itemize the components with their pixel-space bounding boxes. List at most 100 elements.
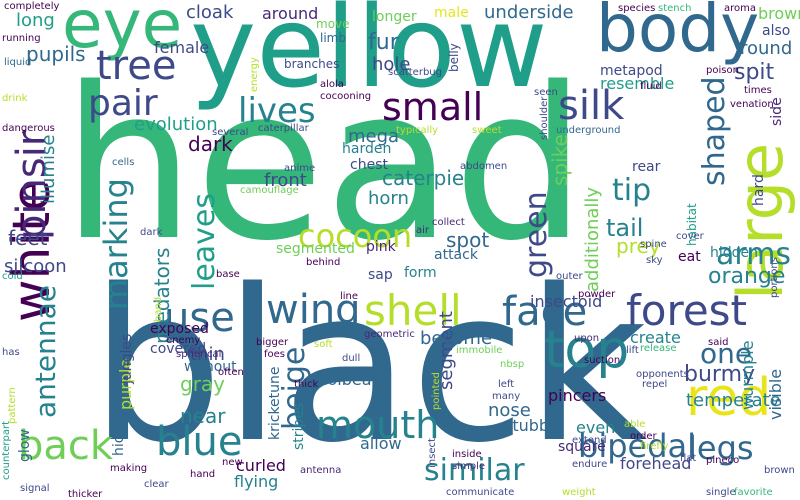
cloud-word: male: [434, 5, 469, 21]
cloud-word: pointed: [431, 371, 442, 410]
cloud-word: round: [740, 38, 793, 59]
cloud-word: making: [110, 463, 148, 474]
cloud-word: wing: [266, 287, 361, 333]
cloud-word: create: [630, 328, 681, 347]
cloud-word: aroma: [724, 3, 757, 14]
cloud-word: inside: [452, 449, 482, 460]
cloud-word: stench: [658, 3, 692, 14]
cloud-word: shoulder: [539, 96, 550, 140]
cloud-word: flat: [680, 453, 697, 464]
cloud-word: cocooning: [320, 91, 372, 102]
cloud-word: use: [164, 295, 235, 341]
cloud-word: body: [596, 0, 760, 67]
cloud-word: around: [262, 4, 319, 23]
cloud-word: silk: [558, 83, 625, 129]
cloud-word: enemy: [166, 335, 201, 346]
cloud-word: antenna: [300, 465, 342, 476]
cloud-word: exposed: [150, 321, 209, 337]
cloud-word: orange: [708, 264, 786, 289]
cloud-word: legs: [688, 429, 754, 467]
cloud-word: form: [404, 265, 437, 281]
cloud-word: illumise: [38, 134, 59, 204]
cloud-word: hard: [751, 174, 767, 206]
cloud-word: longer: [372, 9, 417, 25]
cloud-word: pattern: [7, 387, 18, 424]
cloud-word: upon: [574, 333, 600, 344]
cloud-word: completely: [4, 1, 60, 12]
cloud-word: resemble: [600, 74, 675, 93]
cloud-word: horn: [368, 188, 409, 209]
cloud-word: running: [2, 33, 41, 44]
cloud-word: cover: [676, 231, 704, 242]
cloud-word: additionally: [582, 186, 603, 292]
cloud-word: base: [216, 269, 240, 280]
cloud-word: move: [316, 17, 350, 31]
cloud-word: green: [519, 191, 554, 278]
cloud-word: chest: [350, 157, 388, 173]
cloud-word: insect: [427, 438, 438, 468]
cloud-word: brown: [764, 465, 795, 476]
cloud-word: forest: [626, 286, 748, 335]
cloud-word: alola: [320, 79, 344, 90]
cloud-word: scatterbug: [388, 67, 442, 78]
cloud-word: counterpart: [1, 421, 12, 480]
cloud-word: face: [502, 289, 588, 335]
cloud-word: lift: [626, 345, 639, 356]
cloud-word: cocoon: [298, 217, 413, 255]
cloud-word: mouth: [316, 403, 440, 447]
cloud-word: limb: [320, 31, 346, 45]
cloud-word: harden: [342, 141, 392, 157]
cloud-word: favorite: [734, 487, 773, 498]
cloud-word: spit: [734, 60, 775, 85]
cloud-word: female: [154, 38, 210, 57]
cloud-word: antennae: [29, 285, 62, 418]
cloud-word: spot: [446, 228, 490, 252]
cloud-word: insectoid: [530, 292, 603, 311]
cloud-word: become: [420, 328, 493, 349]
cloud-word: burmy: [684, 362, 756, 387]
cloud-word: similar: [424, 453, 525, 488]
cloud-word: top: [544, 320, 630, 380]
cloud-word: tree: [96, 43, 177, 89]
cloud-word: able: [624, 419, 646, 430]
cloud-word: spherical: [176, 349, 222, 360]
cloud-word: soft: [314, 339, 333, 350]
cloud-word: geometric: [364, 329, 415, 340]
cloud-word: species: [618, 3, 656, 14]
cloud-word: red: [686, 368, 772, 428]
cloud-word: tip: [612, 173, 652, 208]
cloud-word: times: [744, 85, 772, 96]
cloud-word: band: [153, 296, 164, 322]
cloud-word: underside: [484, 2, 574, 23]
cloud-word: cells: [112, 157, 135, 168]
cloud-word: shell: [364, 286, 462, 335]
cloud-word: gray: [180, 372, 226, 396]
cloud-word: firefly: [640, 441, 669, 452]
cloud-word: eye: [62, 0, 183, 63]
cloud-word: tail: [606, 214, 644, 242]
cloud-word: liquid: [4, 57, 32, 68]
cloud-word: has: [2, 347, 20, 358]
cloud-word: behind: [306, 257, 341, 268]
cloud-word: underground: [556, 125, 621, 136]
cloud-word: hole: [372, 54, 411, 75]
cloud-word: pincers: [548, 386, 607, 405]
cloud-word: attack: [434, 247, 478, 263]
cloud-word: cloak: [186, 2, 234, 23]
cloud-word: sky: [646, 255, 663, 266]
cloud-word: fluid: [640, 81, 662, 92]
cloud-word: left: [498, 379, 515, 390]
cloud-word: back: [18, 423, 114, 469]
cloud-word: hidden: [710, 245, 759, 261]
cloud-word: flying: [234, 472, 279, 491]
cloud-word: allow: [360, 434, 402, 453]
cloud-word: black: [90, 244, 648, 489]
cloud-word: sap: [368, 267, 393, 283]
cloud-word: spike: [548, 134, 572, 186]
cloud-word: blue: [156, 419, 243, 465]
cloud-word: caterpie: [382, 166, 465, 190]
cloud-word: stubby: [504, 416, 559, 435]
cloud-word: branches: [284, 57, 340, 71]
cloud-word: rear: [632, 159, 661, 175]
